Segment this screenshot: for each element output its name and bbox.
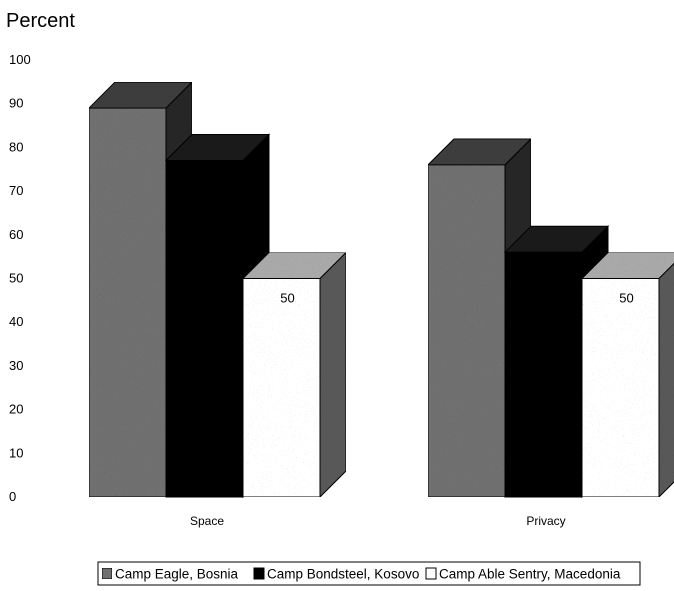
x-axis: Space Privacy	[190, 514, 566, 528]
legend-swatch	[101, 567, 113, 580]
legend-label: Camp Able Sentry, Macedonia	[439, 567, 621, 582]
bar-side-face	[319, 251, 347, 499]
bar-space-3	[241, 251, 348, 499]
y-tick-label: 50	[9, 271, 23, 286]
bar-front-face	[88, 107, 167, 498]
y-tick-label: 20	[9, 402, 23, 417]
bar-side-face	[658, 262, 674, 499]
bar-series-group	[87, 80, 674, 499]
data-label: 50	[619, 291, 633, 306]
legend-box	[97, 561, 641, 586]
bar-front-face	[504, 251, 583, 498]
y-tick-label: 80	[9, 139, 23, 154]
bar-front-face	[165, 160, 244, 498]
y-tick-label: 90	[9, 96, 23, 111]
data-label: 50	[280, 291, 294, 306]
y-tick-label: 40	[9, 314, 23, 329]
y-axis: 0 10 20 30 40 50 60 70 80 90 100	[9, 52, 31, 504]
y-tick-label: 30	[9, 358, 23, 373]
bar-front-face	[427, 164, 506, 498]
legend-swatch	[425, 567, 437, 580]
y-tick-label: 10	[9, 445, 23, 460]
x-tick-label: Privacy	[526, 514, 565, 528]
bar-front-face	[581, 278, 660, 498]
y-tick-label: 70	[9, 183, 23, 198]
legend: Camp Eagle, Bosnia Camp Bondsteel, Kosovo…	[97, 561, 641, 586]
legend-label: Camp Eagle, Bosnia	[115, 567, 239, 582]
bar-front-face	[242, 278, 321, 498]
chart-title: Percent	[6, 10, 75, 32]
data-label-group: 50 50	[280, 291, 633, 306]
legend-label: Camp Bondsteel, Kosovo	[267, 567, 419, 582]
y-tick-label: 60	[9, 227, 23, 242]
y-tick-label: 0	[9, 489, 16, 504]
y-tick-label: 100	[9, 52, 31, 67]
x-tick-label: Space	[190, 514, 224, 528]
bar-privacy-3	[580, 252, 674, 499]
legend-swatch	[253, 567, 265, 580]
